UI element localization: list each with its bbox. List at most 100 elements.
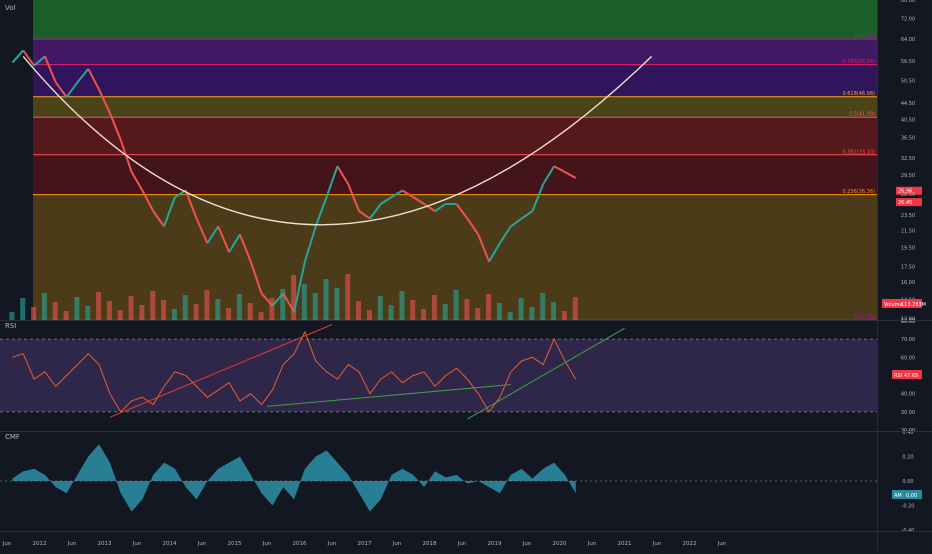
cmf-badge-value: 0.00 — [906, 493, 917, 499]
price-segment — [43, 56, 57, 83]
price-segment — [108, 112, 122, 141]
price-segment — [542, 165, 555, 185]
price-segment — [391, 189, 403, 198]
price-segment — [22, 49, 35, 67]
time-axis[interactable]: Jun 2012 Jun 2013 Jun 2014 Jun 2015 Jun 2016 Jun 20… — [2, 541, 727, 547]
price-segment — [184, 190, 198, 219]
rsi-trend-red — [109, 324, 333, 418]
volume-bar — [453, 290, 459, 320]
price-tick: 50.50 — [901, 79, 915, 85]
price-segment — [401, 189, 414, 198]
prev-price-badge — [896, 198, 922, 207]
price-segment — [282, 293, 295, 313]
fib-label-4: 0.382(33.10) — [842, 149, 875, 155]
price-tick: 29.50 — [901, 173, 915, 179]
price-segment — [293, 261, 306, 313]
volume-bar — [41, 293, 47, 320]
volume-bar — [410, 300, 416, 320]
time-tick: Jun — [197, 541, 207, 547]
rsi-pane[interactable] — [0, 321, 877, 430]
volume-bar — [106, 301, 112, 320]
price-segment — [11, 49, 24, 64]
time-tick: 2012 — [33, 541, 47, 547]
volume-bar — [345, 274, 351, 320]
price-tick: 19.50 — [901, 246, 915, 252]
volume-bar — [496, 303, 502, 320]
rsi-tick: 30.00 — [901, 410, 915, 416]
volume-bar — [464, 299, 470, 320]
price-segment — [303, 226, 317, 262]
price-segment — [380, 196, 393, 205]
price-segment — [195, 218, 209, 244]
volume-bar — [356, 301, 362, 320]
price-segment — [477, 234, 491, 262]
rsi-tick: 60.00 — [901, 355, 915, 361]
volume-bar — [366, 310, 372, 320]
cmf-pane[interactable] — [0, 432, 877, 530]
price-segment — [553, 165, 566, 173]
fib-label-2: 0.618(46.08) — [842, 91, 875, 97]
cmf-pane-label: CMF — [5, 433, 20, 441]
time-tick: 2021 — [618, 541, 632, 547]
volume-bar — [182, 295, 188, 320]
price-tick: 36.50 — [901, 136, 915, 142]
time-tick: 2014 — [163, 541, 177, 547]
price-segment — [271, 292, 284, 307]
cmf-badge — [892, 490, 922, 499]
fib-band-1 — [33, 64, 877, 97]
time-tick: Jun — [522, 541, 532, 547]
time-tick: 2013 — [98, 541, 112, 547]
price-tick: 23.50 — [901, 213, 915, 219]
last-price-badge — [896, 186, 922, 195]
volume-bar — [291, 275, 297, 320]
volume-bar — [551, 302, 557, 320]
price-segment — [141, 190, 155, 212]
volume-bar — [388, 305, 394, 320]
volume-bar — [431, 295, 437, 320]
fib-band-4 — [33, 154, 877, 195]
rsi-badge-label: RSI — [894, 373, 902, 379]
volume-bar — [561, 311, 567, 320]
price-tick: 56.50 — [901, 59, 915, 65]
price-pane-label: Vol — [5, 4, 16, 12]
volume-bar — [161, 300, 167, 320]
rsi-badge — [892, 370, 922, 379]
volume-badge-value: 113.283M — [901, 302, 926, 308]
rsi-line — [12, 330, 577, 413]
price-segment — [152, 210, 165, 227]
volume-bar — [518, 298, 524, 320]
cmf-area — [12, 444, 576, 512]
volume-bar — [215, 299, 221, 320]
time-tick: 2018 — [423, 541, 437, 547]
price-segment — [369, 203, 382, 220]
fib-band-3 — [33, 117, 877, 155]
price-pane[interactable]: 1(64.00) 0.786(55.34) 0.618(46.08) 0.5(41.0… — [0, 0, 877, 321]
volume-bar — [334, 288, 340, 320]
volume-bar — [247, 303, 253, 320]
price-segment — [455, 203, 469, 220]
volume-bar — [507, 312, 513, 320]
price-segment — [412, 196, 425, 205]
time-tick: Jun — [2, 541, 12, 547]
volume-bar — [204, 290, 210, 320]
time-tick: 2017 — [358, 541, 372, 547]
time-tick: 2015 — [228, 541, 242, 547]
volume-bar — [74, 297, 80, 320]
price-segment — [238, 234, 252, 262]
volume-bar — [85, 306, 91, 320]
prev-price-label: 26.45 — [898, 200, 912, 206]
price-tick: 32.50 — [901, 156, 915, 162]
volume-bar — [9, 312, 15, 320]
volume-bar — [226, 308, 232, 320]
time-tick: Jun — [262, 541, 272, 547]
rsi-badge-value: 47.65 — [904, 373, 918, 379]
time-tick: Jun — [327, 541, 337, 547]
volume-bar — [540, 293, 546, 320]
price-segment — [217, 226, 231, 253]
price-segment — [228, 234, 241, 253]
volume-bar — [572, 297, 578, 320]
price-tick: 16.00 — [901, 280, 915, 286]
volume-bar — [258, 312, 264, 320]
volume-bar — [20, 298, 26, 320]
price-segment — [358, 210, 371, 220]
